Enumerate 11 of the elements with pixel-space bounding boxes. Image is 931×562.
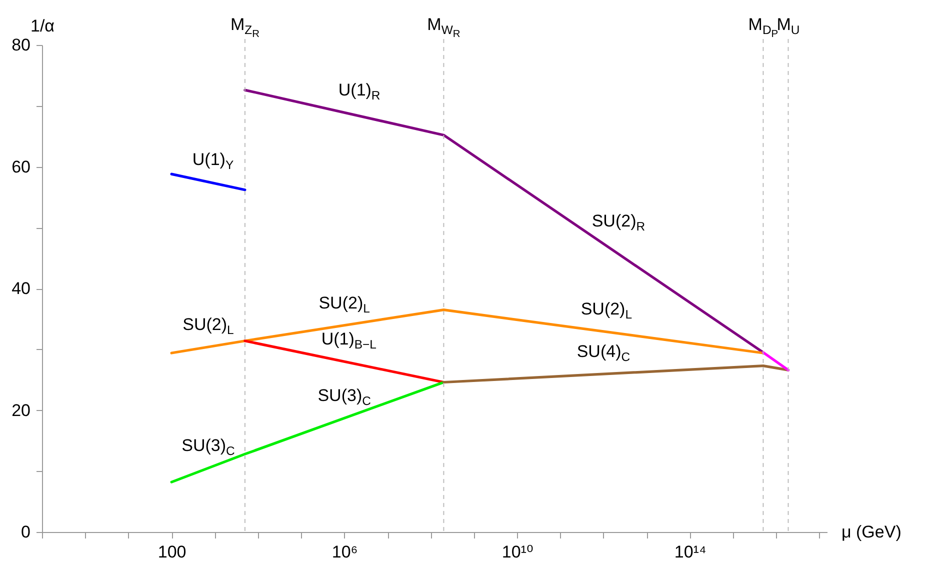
x-tick-label: 10¹⁴ <box>674 542 706 562</box>
x-tick-label: 10⁶ <box>332 542 358 562</box>
y-tick-label: 80 <box>12 36 30 54</box>
y-tick-label: 20 <box>12 400 30 420</box>
x-tick-label: 10¹⁰ <box>502 542 534 562</box>
y-axis-title: 1/α <box>30 16 55 36</box>
x-axis-title: μ (GeV) <box>842 522 902 542</box>
y-tick-label: 0 <box>21 522 30 542</box>
x-tick-label: 100 <box>158 542 186 562</box>
y-tick-label: 40 <box>12 279 30 298</box>
y-tick-label: 60 <box>12 157 30 176</box>
